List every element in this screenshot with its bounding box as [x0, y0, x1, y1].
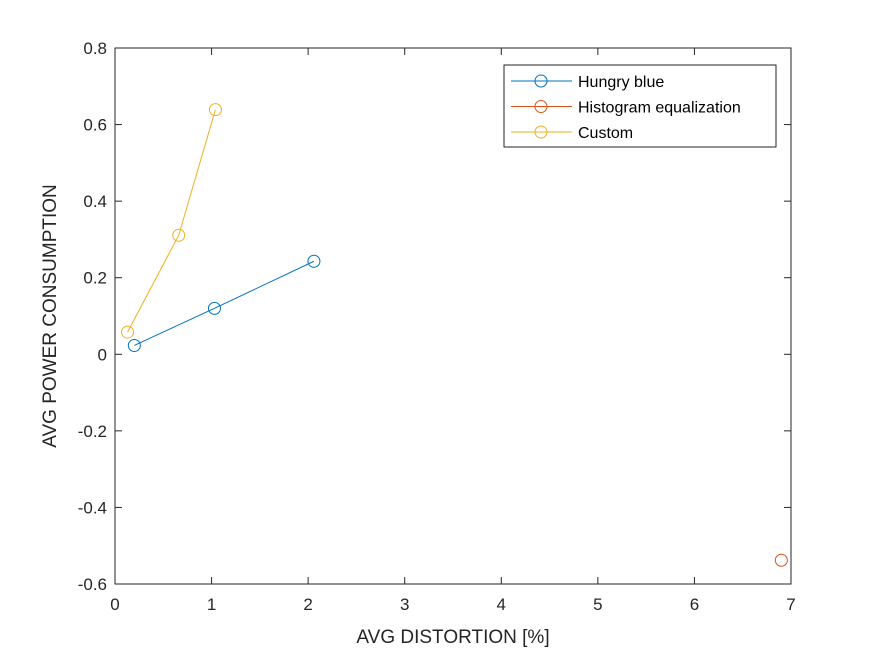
data-point [774, 553, 788, 567]
y-axis-label: AVG POWER CONSUMPTION [40, 184, 61, 448]
x-tick-label: 2 [303, 595, 312, 614]
y-tick-label: 0.8 [83, 39, 107, 58]
x-tick-label: 4 [497, 595, 506, 614]
legend-marker [534, 74, 548, 88]
y-tick-label: 0.6 [83, 116, 107, 135]
data-point [307, 254, 321, 268]
series-line [134, 260, 315, 346]
legend-entry: Hungry blue [511, 74, 664, 91]
legend-entry: Histogram equalization [511, 100, 741, 117]
legend: Hungry blue Histogram equalization Custom [503, 64, 777, 148]
x-tick-label: 0 [110, 595, 119, 614]
legend-label: Custom [578, 125, 633, 142]
x-tick-label: 1 [207, 595, 216, 614]
y-tick-label: 0.4 [83, 192, 107, 211]
legend-label: Histogram equalization [578, 100, 741, 117]
x-tick-label: 3 [400, 595, 409, 614]
series-custom [121, 103, 222, 339]
x-tick-label: 5 [593, 595, 602, 614]
y-tick-label: -0.2 [78, 422, 107, 441]
data-point [207, 301, 221, 315]
data-point [121, 325, 135, 339]
data-point [127, 338, 141, 352]
y-tick-label: -0.4 [78, 498, 107, 517]
legend-marker [534, 125, 548, 139]
x-tick-label: 7 [786, 595, 795, 614]
data-point [208, 103, 222, 117]
plot-frame [114, 47, 792, 585]
data-series [121, 103, 788, 567]
y-tick-label: -0.6 [78, 575, 107, 594]
series-line [127, 109, 216, 333]
tick-labels: 0 1 2 3 4 5 6 7 -0.6 -0.4 -0.2 0 0.2 0.4 0.6 0.8 [78, 39, 796, 614]
x-tick-label: 6 [690, 595, 699, 614]
legend-marker [534, 100, 548, 113]
series-hungry-blue [127, 254, 321, 352]
y-tick-label: 0.2 [83, 269, 107, 288]
data-point [172, 228, 186, 242]
legend-label: Hungry blue [578, 74, 664, 91]
series-histogram-equalization [774, 553, 788, 567]
y-tick-label: 0 [98, 345, 107, 364]
x-axis-label: AVG DISTORTION [%] [356, 627, 549, 648]
legend-entry: Custom [511, 125, 633, 142]
